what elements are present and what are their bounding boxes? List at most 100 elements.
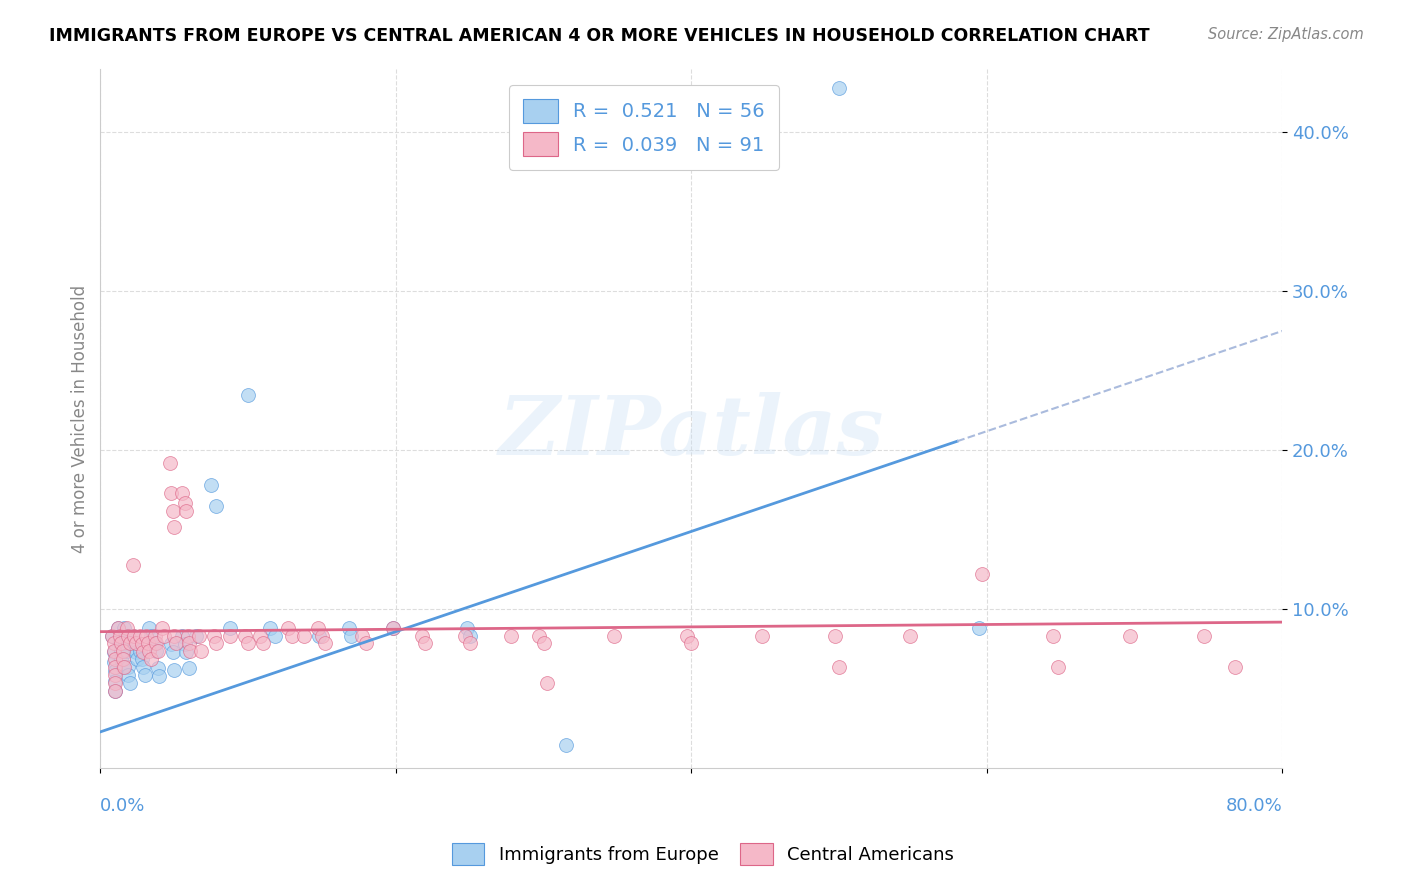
Point [314, 636, 336, 650]
Point [107, 622, 129, 636]
Point [127, 651, 149, 665]
Point [125, 636, 148, 650]
Point [162, 504, 184, 518]
Point [135, 629, 157, 643]
Point [103, 636, 125, 650]
Point [114, 636, 136, 650]
Point [103, 655, 125, 669]
Point [751, 629, 773, 643]
Point [828, 659, 851, 673]
Point [1223, 659, 1246, 673]
Point [311, 629, 333, 643]
Point [131, 637, 153, 651]
Point [117, 629, 139, 643]
Point [1119, 629, 1142, 643]
Point [411, 629, 433, 643]
Point [1046, 659, 1069, 673]
Point [527, 629, 550, 643]
Point [972, 567, 994, 582]
Y-axis label: 4 or more Vehicles in Household: 4 or more Vehicles in Household [72, 285, 89, 552]
Point [340, 629, 363, 643]
Point [281, 629, 304, 643]
Point [138, 622, 160, 636]
Point [308, 629, 330, 643]
Point [173, 496, 195, 510]
Legend: Immigrants from Europe, Central Americans: Immigrants from Europe, Central American… [444, 836, 962, 872]
Point [115, 622, 138, 636]
Point [381, 622, 404, 636]
Point [454, 629, 477, 643]
Point [177, 661, 200, 675]
Point [174, 504, 197, 518]
Point [107, 622, 129, 636]
Point [129, 629, 152, 643]
Point [219, 629, 242, 643]
Point [153, 629, 176, 643]
Point [176, 629, 198, 643]
Point [108, 629, 131, 643]
Point [163, 663, 186, 677]
Point [146, 644, 169, 658]
Point [110, 644, 132, 658]
Point [204, 499, 226, 513]
Point [104, 683, 127, 698]
Point [115, 644, 138, 658]
Point [104, 659, 127, 673]
Point [263, 629, 285, 643]
Point [159, 456, 181, 470]
Point [160, 637, 183, 651]
Point [117, 667, 139, 681]
Point [121, 629, 143, 643]
Point [111, 651, 134, 665]
Point [114, 629, 136, 643]
Text: ZIPatlas: ZIPatlas [499, 392, 884, 473]
Point [219, 622, 242, 636]
Point [536, 675, 558, 690]
Point [1042, 629, 1064, 643]
Point [249, 629, 271, 643]
Point [458, 636, 481, 650]
Point [143, 636, 166, 650]
Point [190, 644, 212, 658]
Point [104, 665, 127, 679]
Point [145, 636, 167, 650]
Point [350, 629, 373, 643]
Point [828, 80, 851, 95]
Point [111, 644, 134, 658]
Point [121, 558, 143, 572]
Point [259, 622, 281, 636]
Point [104, 673, 127, 688]
Point [307, 622, 329, 636]
Point [1192, 629, 1215, 643]
Legend: R =  0.521   N = 56, R =  0.039   N = 91: R = 0.521 N = 56, R = 0.039 N = 91 [509, 86, 779, 169]
Point [292, 629, 315, 643]
Point [104, 667, 127, 681]
Point [139, 651, 162, 665]
Point [118, 636, 141, 650]
Point [533, 636, 555, 650]
Point [148, 669, 170, 683]
Point [136, 636, 159, 650]
Text: Source: ZipAtlas.com: Source: ZipAtlas.com [1208, 27, 1364, 42]
Point [152, 622, 174, 636]
Point [101, 629, 124, 643]
Point [200, 478, 222, 492]
Point [108, 631, 131, 645]
Point [110, 651, 132, 665]
Point [162, 645, 184, 659]
Point [824, 629, 846, 643]
Point [112, 622, 135, 636]
Point [458, 629, 481, 643]
Point [676, 629, 699, 643]
Point [139, 629, 162, 643]
Point [252, 636, 274, 650]
Point [603, 629, 626, 643]
Point [103, 645, 125, 659]
Point [131, 651, 153, 665]
Text: 80.0%: 80.0% [1226, 797, 1282, 815]
Point [174, 645, 197, 659]
Point [103, 644, 125, 658]
Point [124, 636, 146, 650]
Point [170, 486, 193, 500]
Point [356, 636, 378, 650]
